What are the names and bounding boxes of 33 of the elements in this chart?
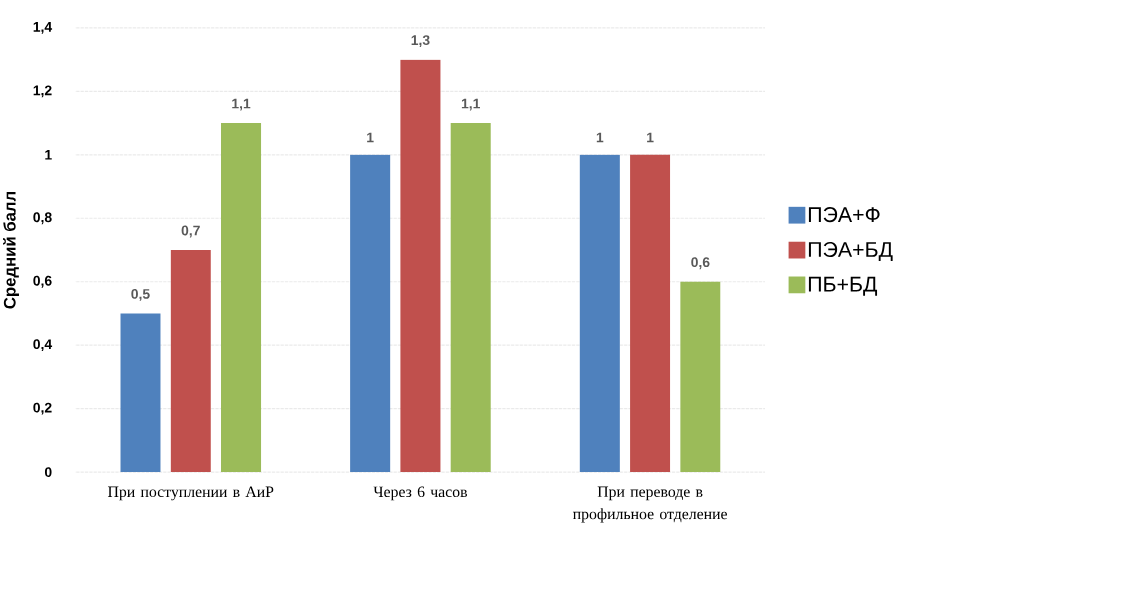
legend-label: ПЭА+БД <box>808 242 893 262</box>
bar <box>400 59 441 473</box>
y-tick-label: 0 <box>44 467 52 478</box>
bar <box>170 250 211 473</box>
bar <box>221 123 262 473</box>
data-label: 1 <box>367 132 374 143</box>
y-tick-label: 1,2 <box>33 85 52 98</box>
y-tick-label: 0,4 <box>33 339 53 352</box>
x-tick-label: При поступлении в АиР <box>107 486 274 501</box>
data-label: 0,5 <box>131 289 150 301</box>
data-label: 1 <box>647 132 654 143</box>
bar <box>630 154 671 473</box>
y-tick-label: 1,4 <box>33 22 53 34</box>
legend-label: ПБ+БД <box>808 277 878 296</box>
data-label: 1,3 <box>411 35 430 48</box>
data-label: 1 <box>596 132 604 143</box>
y-tick-label: 1 <box>45 150 52 160</box>
bar <box>579 154 620 473</box>
bar <box>450 123 491 473</box>
legend-label: ПЭА+Ф <box>808 207 880 223</box>
data-label: 0,7 <box>181 225 200 238</box>
x-tick-label: При переводе в профильное отделение <box>572 486 727 523</box>
data-label: 0,6 <box>691 257 710 270</box>
y-tick-label: 0,2 <box>33 402 52 415</box>
bar <box>350 154 391 473</box>
data-label: 1,1 <box>461 98 480 111</box>
bar <box>680 281 721 473</box>
x-tick-label: Через 6 часов <box>373 486 467 501</box>
data-label: 1,1 <box>232 98 251 111</box>
y-axis-title: Средний балл <box>3 192 19 309</box>
y-tick-label: 0,6 <box>33 275 52 288</box>
y-tick-label: 0,8 <box>33 212 52 225</box>
bar <box>120 313 161 473</box>
